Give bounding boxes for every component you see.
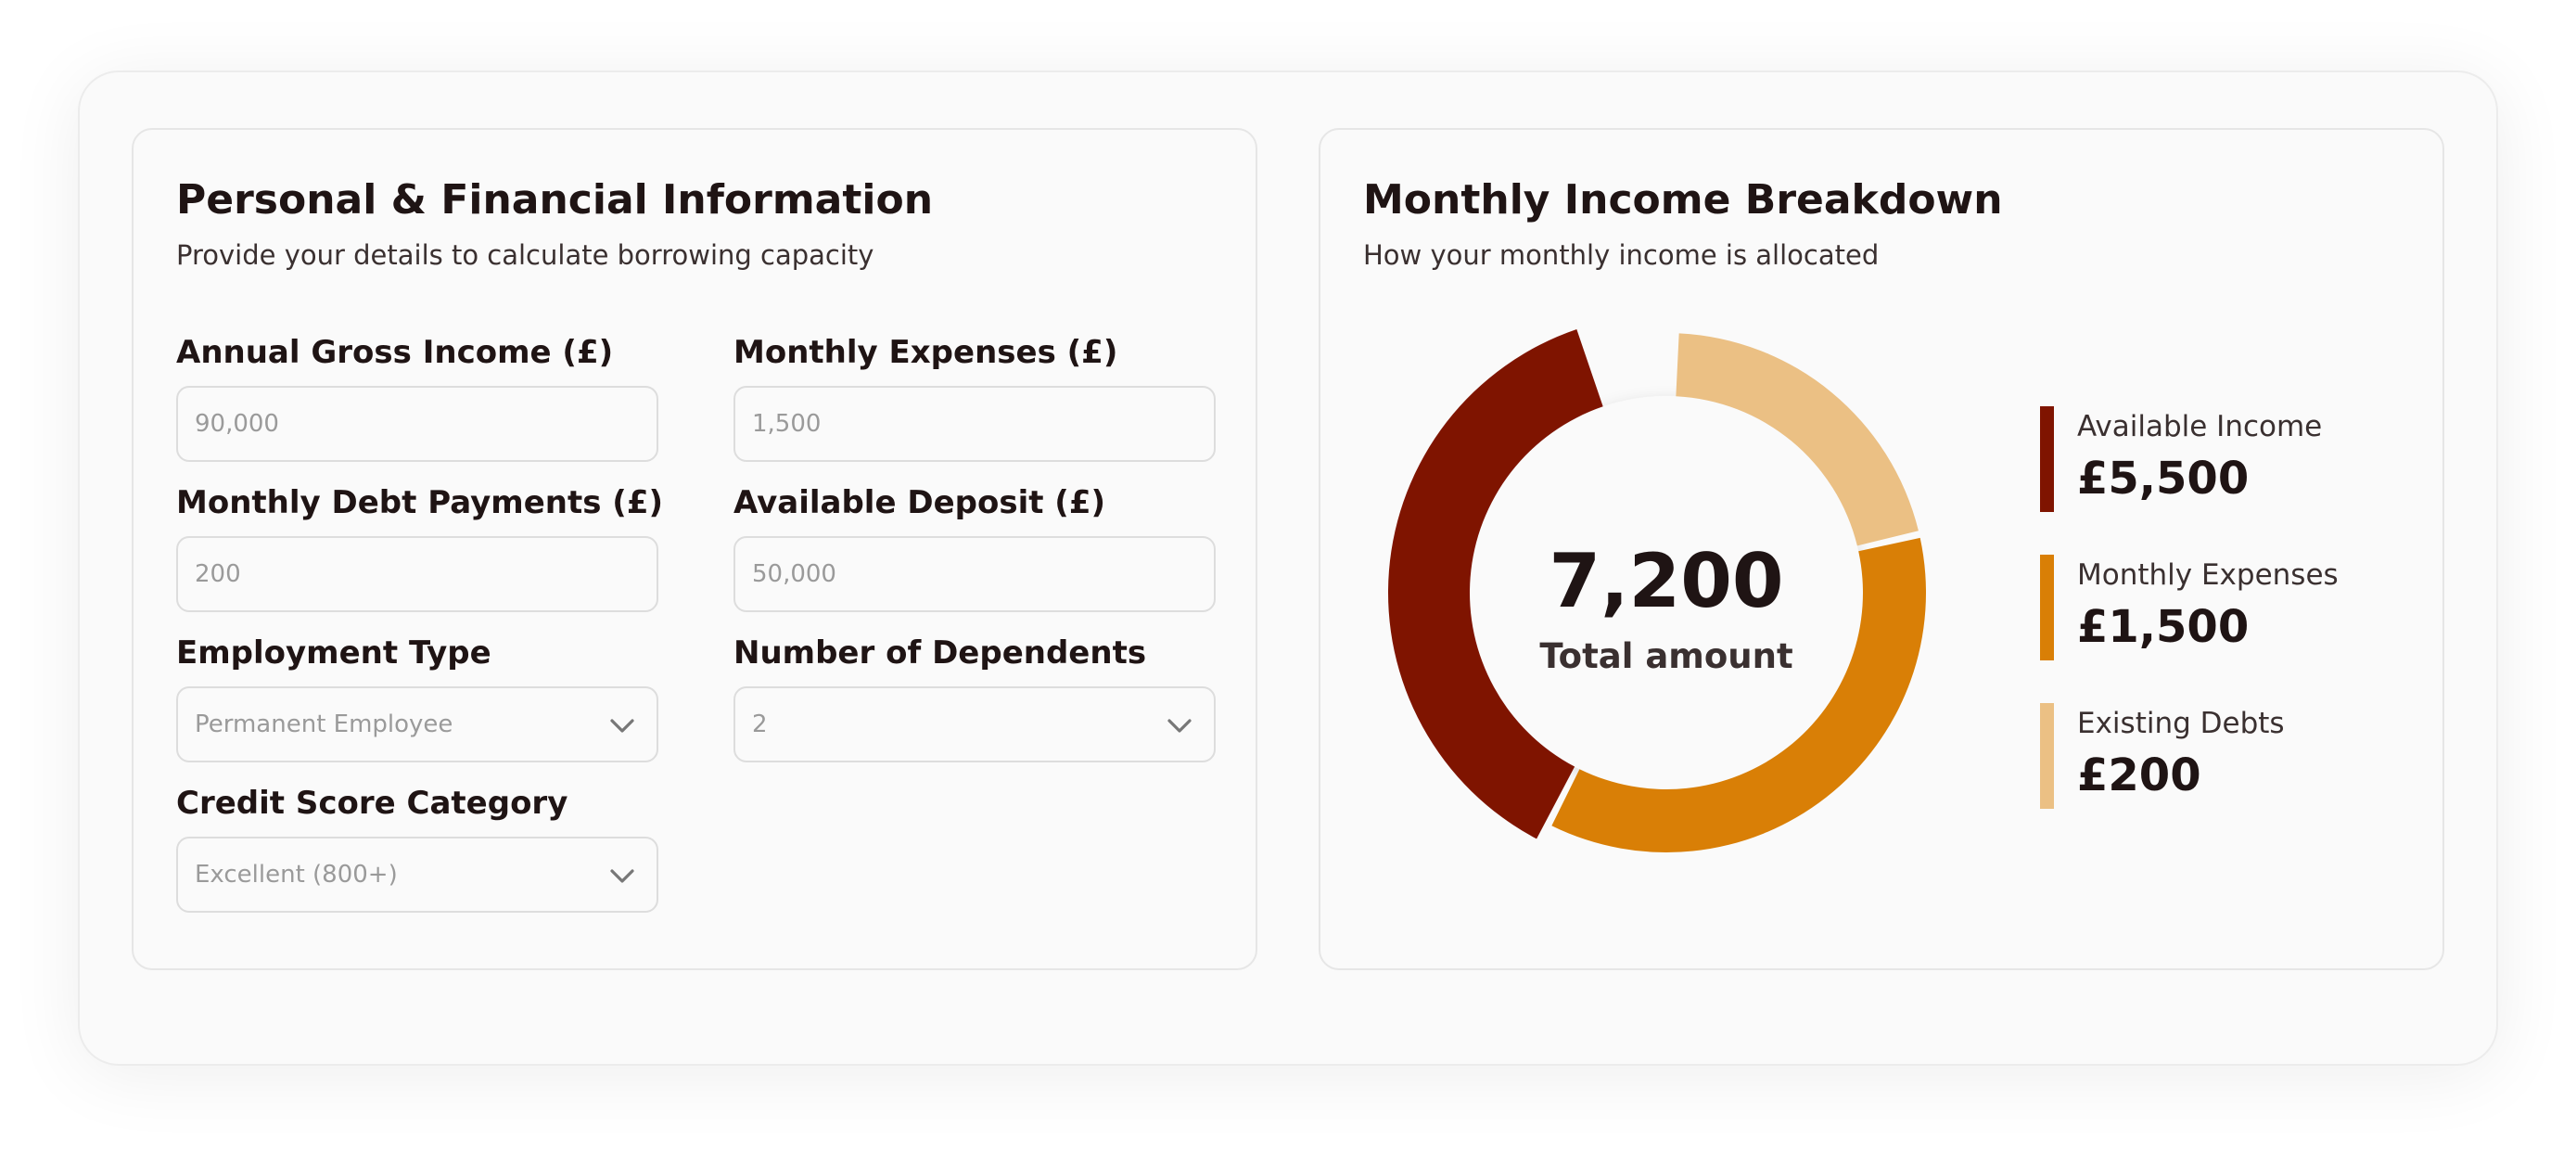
employment-type-value: Permanent Employee — [195, 710, 453, 738]
legend-swatch — [2040, 703, 2054, 809]
legend-swatch — [2040, 555, 2054, 660]
form-subtitle: Provide your details to calculate borrow… — [176, 239, 874, 271]
donut-center-disc — [1470, 396, 1863, 789]
legend-swatch — [2040, 406, 2054, 512]
annual-income-placeholder: 90,000 — [195, 410, 279, 438]
legend-item-monthly-expenses: Monthly Expenses £1,500 — [2040, 555, 2411, 660]
breakdown-title: Monthly Income Breakdown — [1363, 176, 2003, 224]
monthly-expenses-placeholder: 1,500 — [752, 410, 822, 438]
segment-existing-debts — [1676, 333, 1919, 546]
calculator-panel: Personal & Financial Information Provide… — [78, 70, 2498, 1066]
legend-label: Monthly Expenses — [2077, 558, 2339, 592]
legend-value: £200 — [2077, 749, 2201, 801]
legend-value: £5,500 — [2077, 453, 2250, 505]
credit-score-label: Credit Score Category — [176, 785, 568, 822]
employment-type-select[interactable]: Permanent Employee — [176, 686, 658, 762]
monthly-expenses-label: Monthly Expenses (£) — [733, 334, 1118, 371]
credit-score-select[interactable]: Excellent (800+) — [176, 837, 658, 913]
income-breakdown-card: Monthly Income Breakdown How your monthl… — [1319, 128, 2444, 970]
legend-label: Available Income — [2077, 410, 2323, 443]
annual-income-input[interactable]: 90,000 — [176, 386, 658, 462]
segment-monthly-expenses — [1551, 537, 1926, 853]
total-amount-label: Total amount — [1539, 636, 1793, 676]
legend-value: £1,500 — [2077, 601, 2250, 653]
deposit-label: Available Deposit (£) — [733, 484, 1106, 521]
monthly-debt-label: Monthly Debt Payments (£) — [176, 484, 664, 521]
chevron-down-icon — [1167, 719, 1192, 733]
deposit-input[interactable]: 50,000 — [733, 536, 1216, 612]
dependents-label: Number of Dependents — [733, 634, 1147, 672]
employment-type-label: Employment Type — [176, 634, 491, 672]
personal-financial-card: Personal & Financial Information Provide… — [132, 128, 1257, 970]
segment-available-income — [1388, 329, 1603, 839]
deposit-placeholder: 50,000 — [752, 560, 836, 588]
monthly-expenses-input[interactable]: 1,500 — [733, 386, 1216, 462]
annual-income-label: Annual Gross Income (£) — [176, 334, 614, 371]
chevron-down-icon — [610, 869, 634, 883]
total-amount-value: 7,200 — [1549, 538, 1784, 624]
breakdown-subtitle: How your monthly income is allocated — [1363, 239, 1880, 271]
legend-label: Existing Debts — [2077, 707, 2285, 740]
dependents-select[interactable]: 2 — [733, 686, 1216, 762]
monthly-debt-input[interactable]: 200 — [176, 536, 658, 612]
monthly-debt-placeholder: 200 — [195, 560, 241, 588]
income-donut-chart — [1388, 329, 1926, 853]
form-title: Personal & Financial Information — [176, 176, 934, 224]
legend-item-existing-debts: Existing Debts £200 — [2040, 703, 2411, 809]
chevron-down-icon — [610, 719, 634, 733]
dependents-value: 2 — [752, 710, 768, 738]
credit-score-value: Excellent (800+) — [195, 861, 398, 889]
legend-item-available-income: Available Income £5,500 — [2040, 406, 2411, 512]
